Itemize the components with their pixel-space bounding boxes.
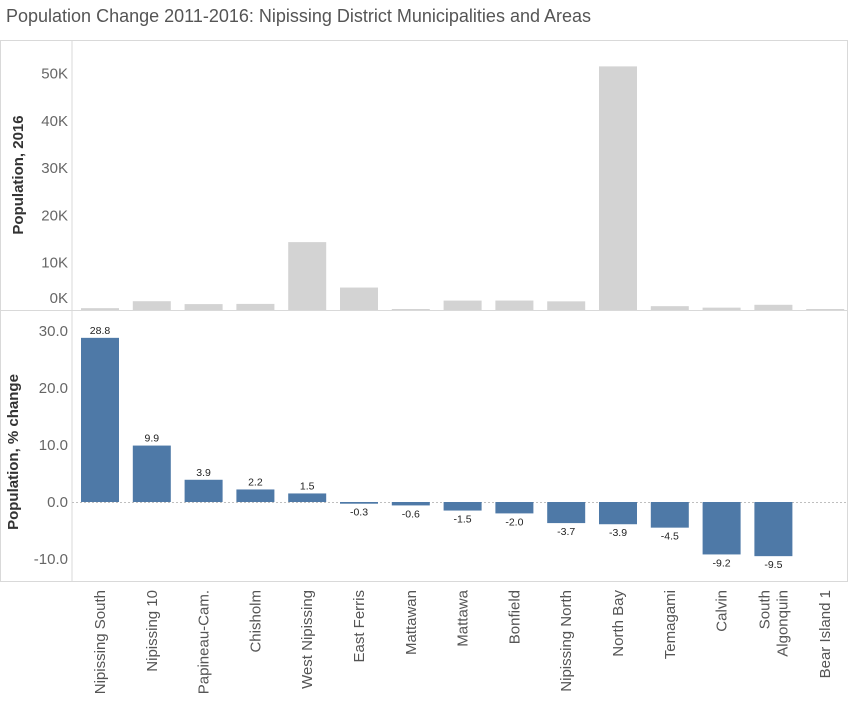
percent-change-bar (599, 502, 637, 525)
percent-data-label: -2.0 (505, 516, 523, 528)
percent-data-label: 3.9 (196, 467, 211, 479)
percent-data-label: 28.8 (90, 325, 111, 337)
percent-data-label: -9.2 (713, 557, 731, 569)
percent-change-bar (288, 493, 327, 502)
category-label: Bonfield (506, 590, 523, 644)
percent-tick-label: 0.0 (47, 494, 68, 511)
percent-tick-label: 20.0 (39, 380, 68, 397)
category-label-line: South (756, 590, 773, 629)
population-bar (184, 304, 223, 310)
population-axis-title: Population, 2016 (10, 115, 27, 234)
percent-axis-title: Population, % change (5, 374, 22, 530)
category-label: Calvin (714, 590, 731, 632)
population-bar (443, 300, 482, 310)
percent-change-bar (340, 502, 378, 504)
percent-change-bar (754, 502, 793, 557)
percent-data-label: 2.2 (248, 476, 263, 488)
percent-tick-label: -10.0 (34, 551, 68, 568)
category-label: SouthAlgonquin (756, 590, 791, 657)
percent-data-label: -1.5 (454, 514, 472, 526)
percent-change-bar (650, 502, 689, 528)
population-tick-label: 40K (41, 113, 68, 130)
chart-frame (0, 40, 848, 582)
category-label: Nipissing North (558, 590, 575, 692)
percent-data-label: -0.6 (402, 508, 420, 520)
population-bar (650, 306, 689, 310)
population-bar (288, 242, 327, 310)
percent-change-bar (81, 337, 119, 502)
population-tick-label: 30K (41, 160, 68, 177)
percent-data-label: -3.9 (609, 527, 627, 539)
population-bar (547, 301, 586, 310)
category-label: Nipissing 10 (144, 590, 161, 672)
percent-change-bar (495, 502, 534, 514)
population-bar (81, 308, 119, 310)
category-label: Nipissing South (92, 590, 109, 694)
population-tick-label: 10K (41, 255, 68, 272)
population-bar (132, 301, 171, 310)
population-bar (340, 287, 378, 310)
category-label: West Nipissing (299, 590, 316, 689)
percent-data-label: -4.5 (661, 531, 679, 543)
percent-data-label: 1.5 (300, 480, 315, 492)
category-label: Bear Island 1 (817, 590, 834, 678)
category-axis: Nipissing South Nipissing 10 Papineau-Cam.… (92, 589, 834, 694)
category-label: North Bay (610, 590, 627, 657)
percent-change-panel: -10.0 0.0 10.0 20.0 30.0 Population, % change… (5, 323, 848, 571)
category-label: Mattawan (403, 590, 420, 655)
percent-change-bar (547, 502, 586, 524)
percent-tick-label: 10.0 (39, 437, 68, 454)
category-label: East Ferris (351, 590, 368, 663)
percent-data-label: -3.7 (557, 526, 575, 538)
population-bar (754, 304, 793, 310)
percent-tick-label: 30.0 (39, 323, 68, 340)
percent-change-bar (702, 502, 741, 555)
population-bar (806, 309, 845, 310)
percent-change-bar (443, 502, 482, 511)
percent-data-label: -0.3 (350, 507, 368, 519)
category-label: Mattawa (455, 589, 472, 646)
population-bar (391, 309, 430, 310)
percent-change-bar (236, 489, 275, 502)
population-bar (236, 303, 275, 310)
percent-data-label: 9.9 (144, 433, 159, 445)
percent-change-bar (132, 445, 171, 502)
chart-title: Population Change 2011-2016: Nipissing D… (6, 6, 591, 26)
population-bar (495, 300, 534, 310)
population-bar (702, 307, 741, 310)
percent-change-bar (391, 502, 430, 506)
population-tick-label: 0K (50, 290, 68, 307)
population-bar (599, 66, 637, 311)
percent-data-label: -9.5 (764, 559, 782, 571)
category-label: Chisholm (247, 590, 264, 653)
population-tick-label: 50K (41, 66, 68, 83)
percent-change-bar (184, 479, 223, 502)
category-label: Papineau-Cam. (196, 590, 213, 694)
category-label: Temagami (662, 590, 679, 659)
category-label-line: Algonquin (774, 590, 791, 657)
population-tick-label: 20K (41, 207, 68, 224)
population-panel: 0K 10K 20K 30K 40K 50K Population, 2016 (10, 66, 845, 311)
